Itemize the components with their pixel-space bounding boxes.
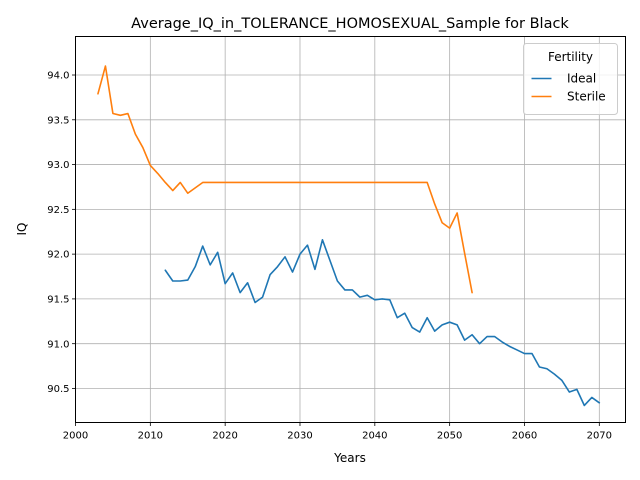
x-tick-label: 2030 [287,431,312,442]
x-tick-label: 2050 [437,431,462,442]
y-tick-label: 91.0 [47,339,69,350]
y-tick-label: 94.0 [47,71,69,82]
series-line-sterile [97,65,473,294]
x-tick-label: 2040 [362,431,387,442]
legend: Fertility Ideal Sterile [523,43,618,115]
y-tick-label: 92.0 [47,250,69,261]
grid [75,36,626,423]
legend-label-ideal: Ideal [567,72,596,86]
legend-items: Ideal Sterile [531,72,606,104]
x-axis: 2000 2010 2020 2030 2040 2050 2060 2070 [63,422,612,442]
y-tick-label: 93.5 [47,115,69,126]
y-tick-label: 90.5 [47,384,69,395]
plot-frame [75,36,626,423]
x-tick-label: 2060 [512,431,537,442]
legend-title: Fertility [548,50,593,64]
x-tick-label: 2010 [138,431,163,442]
y-tick-label: 93.0 [47,160,69,171]
y-tick-label: 92.5 [47,205,69,216]
legend-label-sterile: Sterile [567,90,606,104]
x-tick-label: 2070 [587,431,612,442]
x-axis-label: Years [333,451,366,465]
y-axis: 90.5 91.0 91.5 92.0 92.5 93.0 93.5 94.0 [47,71,76,395]
series-line-ideal [164,239,601,407]
chart-title: Average_IQ_in_TOLERANCE_HOMOSEXUAL_Sampl… [131,16,569,32]
x-tick-label: 2000 [63,431,88,442]
x-tick-label: 2020 [212,431,237,442]
series-layer [97,65,601,407]
y-axis-label: IQ [15,223,29,236]
y-tick-label: 91.5 [47,295,69,306]
